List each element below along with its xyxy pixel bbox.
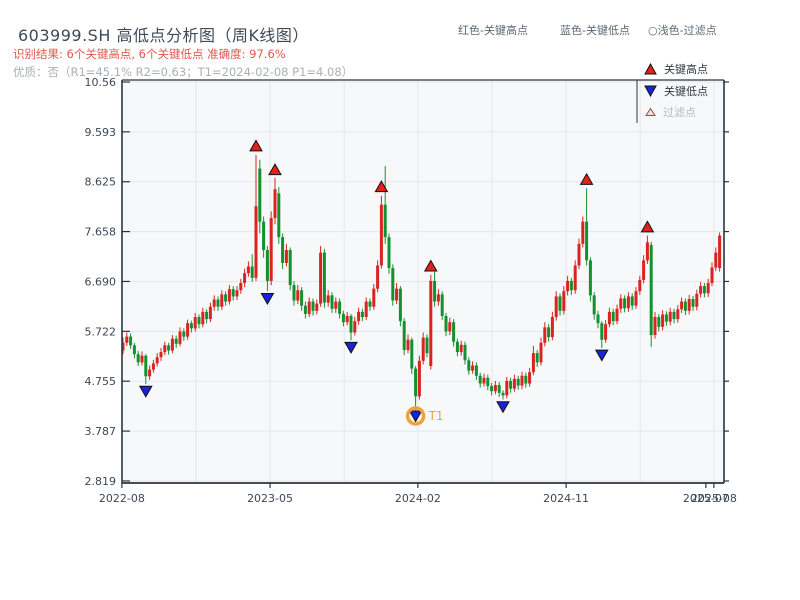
y-axis-tick-label: 8.625	[85, 176, 117, 189]
y-axis-tick-label: 7.658	[85, 226, 117, 239]
y-axis-tick-label: 3.787	[85, 425, 117, 438]
key-high-marker	[423, 259, 438, 272]
key-low-marker	[138, 385, 153, 398]
legend-item-key-high: 关键高点	[644, 61, 708, 77]
key-low-marker	[496, 401, 510, 414]
legend-key-low-label: 关键低点	[664, 85, 708, 98]
key-low-marker	[408, 410, 423, 423]
quality-summary-text: 优质：否（R1=45.1% R2=0.63；T1=2024-02-08 P1=4…	[13, 65, 354, 79]
y-axis-tick-label: 10.56	[85, 76, 117, 89]
x-axis-tick-label: 2025-08	[691, 492, 737, 505]
recognition-result-text: 识别结果: 6个关键高点, 6个关键低点 准确度: 97.6%	[13, 47, 286, 61]
top-legend-filtered: ○浅色-过滤点	[648, 22, 717, 38]
legend-key-high-label: 关键高点	[664, 63, 708, 76]
key-high-marker	[640, 220, 655, 233]
key-high-marker	[374, 180, 389, 193]
x-axis-tick-label: 2024-11	[543, 492, 589, 505]
x-axis-tick-label: 2023-05	[247, 492, 293, 505]
y-axis-tick-label: 2.819	[85, 475, 117, 488]
key-high-marker	[579, 172, 594, 185]
t1-label: T1	[428, 409, 444, 423]
key-low-marker	[344, 341, 358, 354]
x-axis-tick-label: 2022-08	[99, 492, 145, 505]
filtered-triangle-icon	[645, 107, 656, 116]
top-legend-filtered-label: 浅色-过滤点	[657, 24, 717, 37]
legend-filtered-label: 过滤点	[663, 106, 696, 119]
x-axis-tick-label: 2024-02	[395, 492, 441, 505]
key-high-marker	[249, 139, 263, 152]
legend-item-filtered: 过滤点	[645, 104, 696, 120]
x-axis-tick-label: 2025-07	[683, 492, 729, 505]
top-legend-key-low: 蓝色-关键低点	[560, 24, 630, 37]
top-legend-key-high: 红色-关键高点	[458, 24, 528, 37]
y-axis-tick-label: 9.593	[85, 126, 117, 139]
blue-triangle-down-icon	[644, 85, 657, 97]
red-triangle-up-icon	[644, 63, 657, 75]
key-high-marker	[268, 163, 282, 176]
y-axis-tick-label: 6.690	[85, 275, 117, 288]
key-low-marker	[594, 349, 609, 362]
key-low-marker	[260, 292, 275, 305]
t1-ring	[405, 406, 426, 426]
y-axis-tick-label: 5.722	[85, 325, 117, 338]
circle-icon: ○	[648, 24, 658, 37]
y-axis-tick-label: 4.755	[85, 375, 117, 388]
legend-item-key-low: 关键低点	[644, 83, 708, 99]
page-title: 603999.SH 高低点分析图（周K线图）	[18, 26, 309, 45]
